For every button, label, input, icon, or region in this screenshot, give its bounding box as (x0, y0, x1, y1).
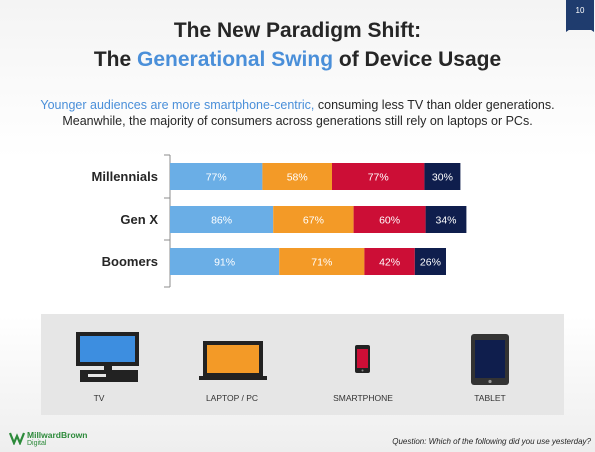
device-laptop: LAPTOP / PC (177, 314, 287, 415)
subtitle-line-1-rest: consuming less TV than older generations… (314, 98, 555, 112)
device-smartphone-label: SMARTPHONE (333, 393, 393, 403)
bar-value-label: 42% (379, 257, 400, 269)
bar-segment (424, 163, 461, 190)
bar-segment (364, 248, 415, 275)
subtitle-line-1-accent: Younger audiences are more smartphone-ce… (40, 98, 315, 112)
device-legend-panel: TV LAPTOP / PC SMARTPHONE TABLET (41, 314, 564, 415)
bar-segment (332, 163, 425, 190)
laptop-icon (199, 341, 267, 380)
bar-value-label: 34% (435, 215, 456, 227)
survey-question: Question: Which of the following did you… (392, 437, 591, 446)
bar-value-label: 86% (211, 215, 232, 227)
subtitle-line-1: Younger audiences are more smartphone-ce… (0, 97, 595, 113)
tablet-icon (471, 334, 509, 385)
category-label: Millennials (92, 169, 158, 184)
bar-segment (262, 163, 332, 190)
title-line-2-accent: Generational Swing (137, 48, 334, 71)
bar-segment (170, 248, 280, 275)
title-line-2-suffix: of Device Usage (333, 48, 502, 71)
bar-value-label: 26% (420, 257, 441, 269)
smartphone-icon (355, 345, 370, 373)
brand-name: MillwardBrown (27, 430, 88, 440)
device-tv-label: TV (93, 393, 105, 403)
brand-mark-icon (9, 432, 25, 445)
brand-subname: Digital (27, 440, 47, 447)
page-number: 10 (575, 6, 585, 15)
bar-segment (273, 206, 354, 233)
device-tablet: TABLET (435, 314, 545, 415)
bar-segment (170, 206, 274, 233)
bar-value-label: 60% (379, 215, 400, 227)
title-line-1: The New Paradigm Shift: (173, 19, 422, 42)
title-line-2: The Generational Swing of Device Usage (0, 45, 595, 74)
device-smartphone: SMARTPHONE (308, 314, 418, 415)
bar-value-label: 58% (287, 172, 308, 184)
category-label: Boomers (102, 254, 158, 269)
bar-value-label: 71% (311, 257, 332, 269)
device-tv: TV (44, 314, 154, 415)
slide-title: The New Paradigm Shift: The Generational… (0, 16, 595, 74)
title-line-2-prefix: The (93, 48, 138, 71)
bar-value-label: 91% (214, 257, 235, 269)
device-laptop-label: LAPTOP / PC (205, 393, 259, 403)
bar-segment (279, 248, 365, 275)
bar-value-label: 30% (432, 172, 453, 184)
bar-segment (170, 163, 263, 190)
subtitle-line-2: Meanwhile, the majority of consumers acr… (62, 114, 533, 128)
device-tablet-label: TABLET (474, 393, 506, 403)
bar-value-label: 77% (206, 172, 227, 184)
category-label: Gen X (120, 212, 158, 227)
bar-segment (353, 206, 426, 233)
bar-segment (425, 206, 467, 233)
page-number-badge: 10 (566, 0, 594, 32)
bar-value-label: 67% (303, 215, 324, 227)
tv-icon (76, 332, 139, 382)
bar-segment (414, 248, 446, 275)
bar-value-label: 77% (368, 172, 389, 184)
stacked-bar-chart: Millennials 77% 58% 77% 30% Gen X 86% 67% 60% 34%… (92, 154, 467, 288)
slide-subtitle: Younger audiences are more smartphone-ce… (0, 97, 595, 129)
